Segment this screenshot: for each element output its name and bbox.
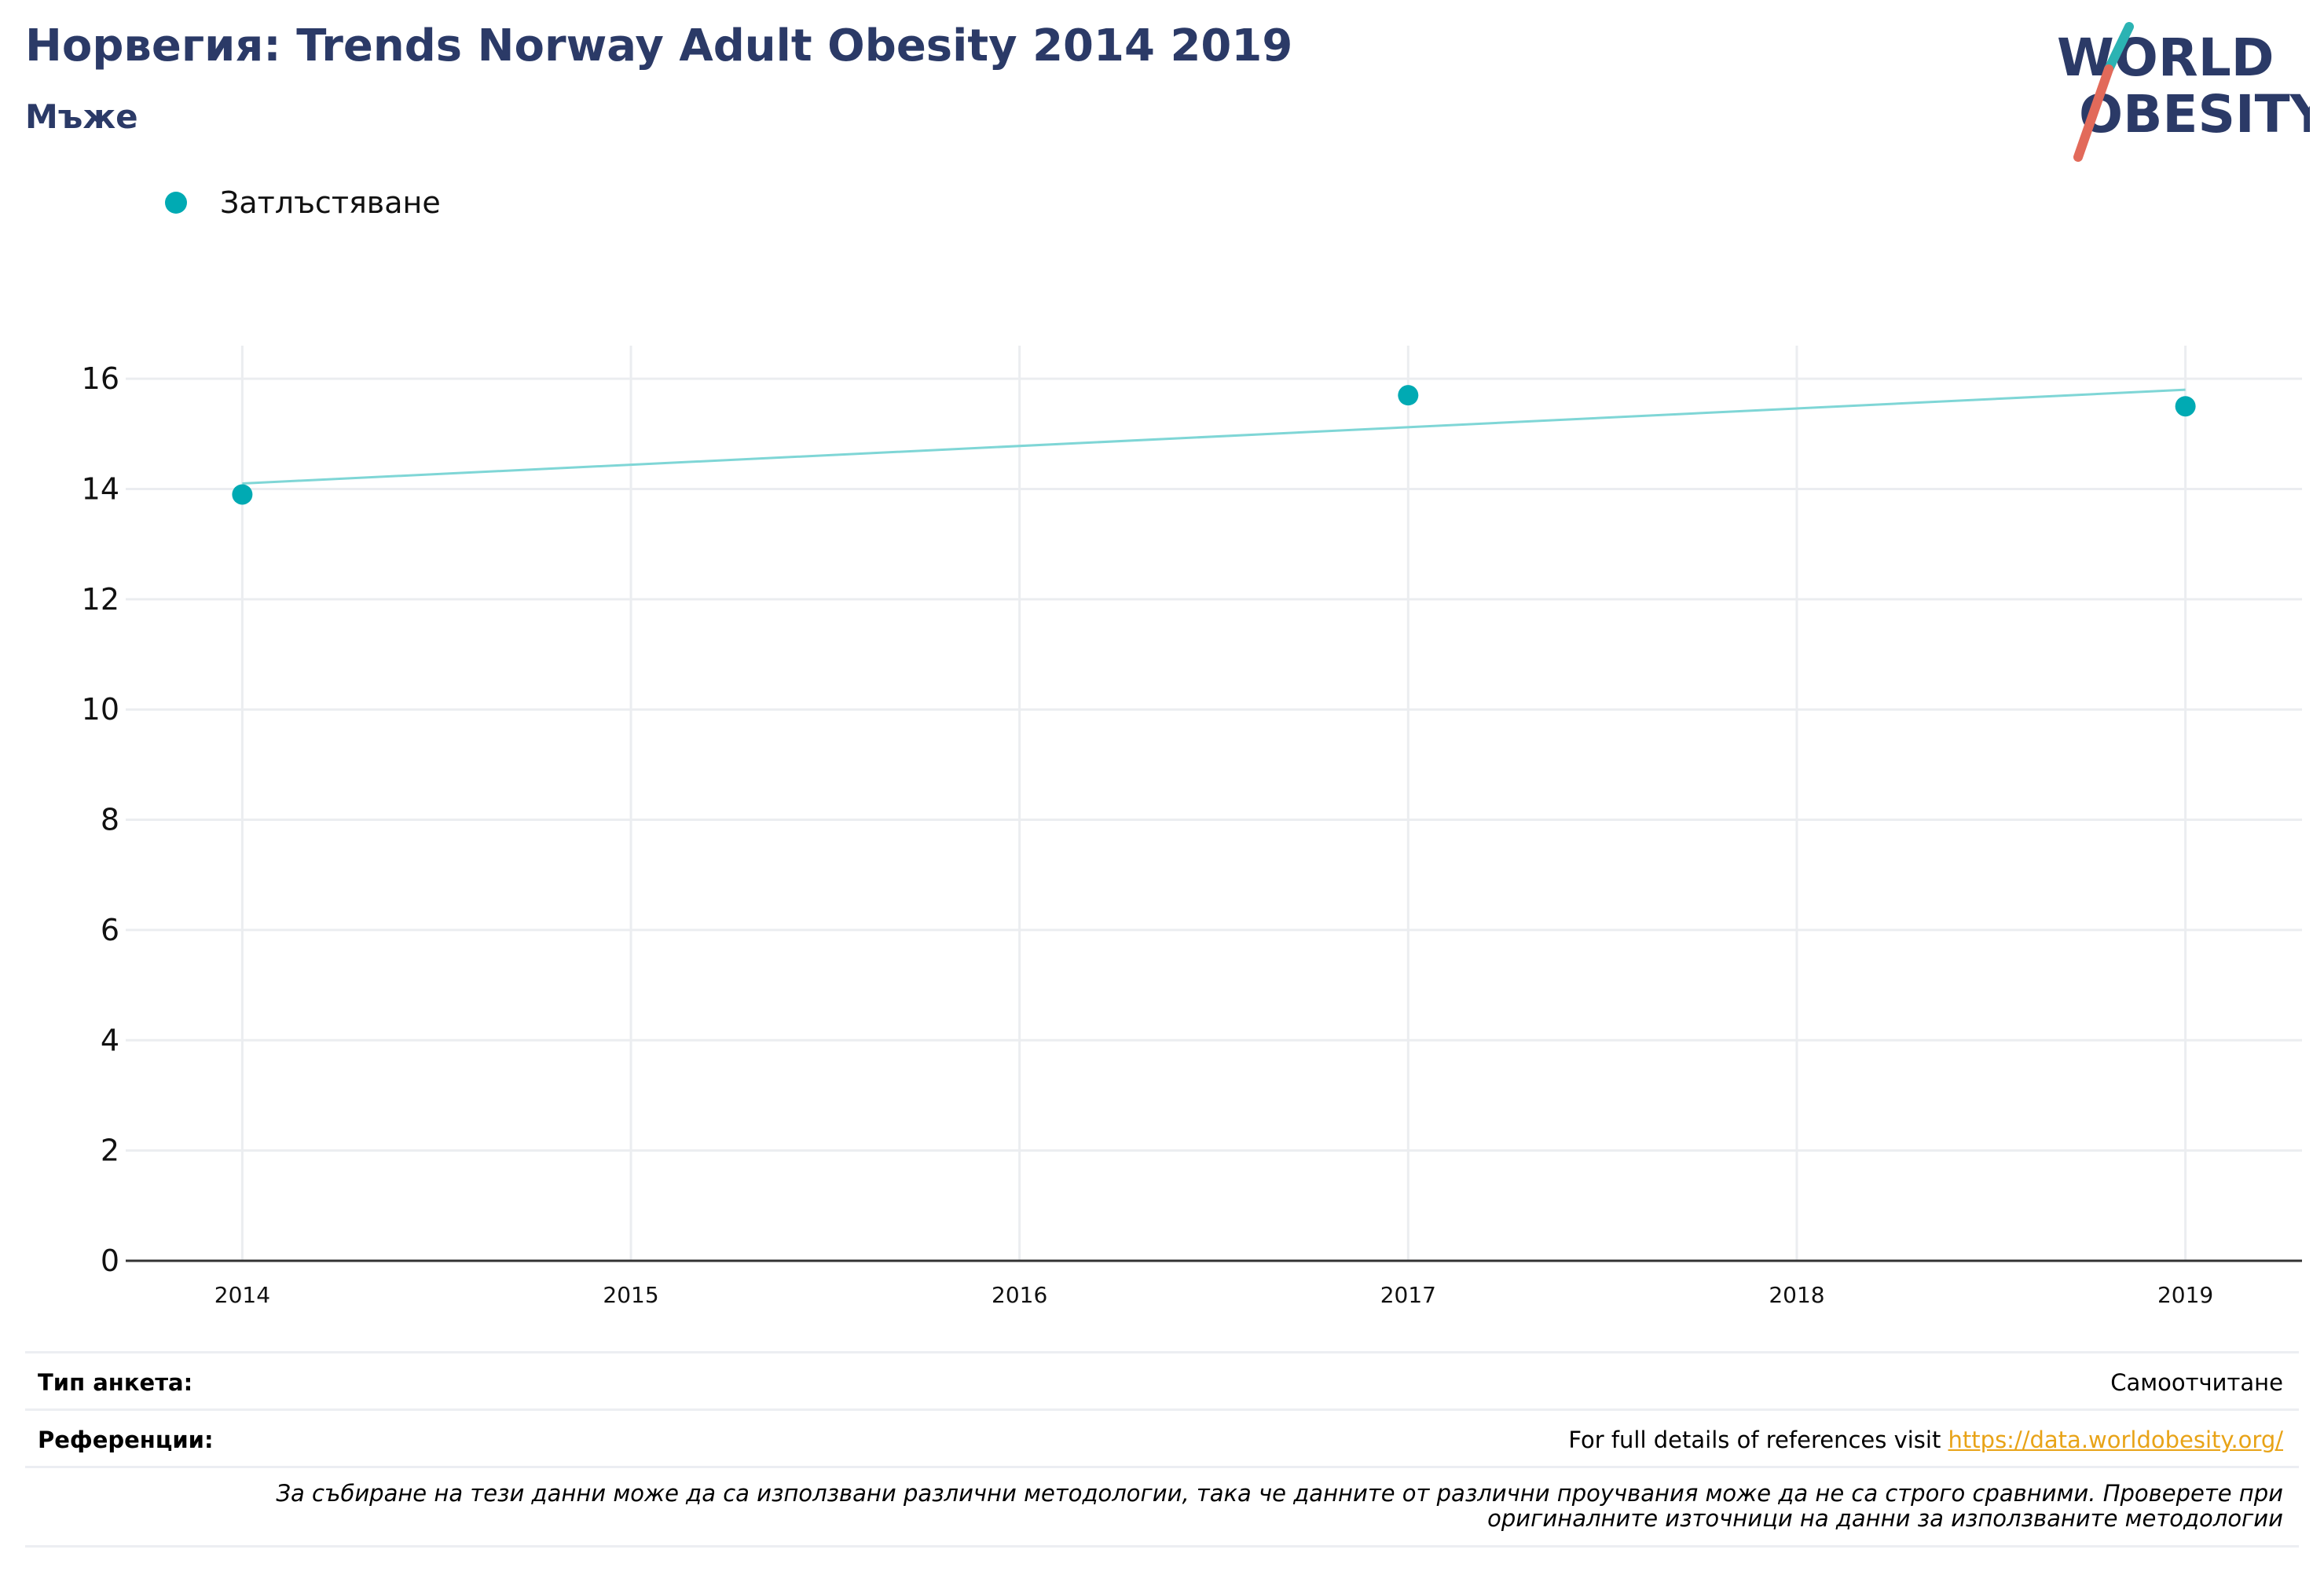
horizontal-gridlines	[126, 377, 2302, 1152]
data-point	[232, 484, 253, 505]
references-row: Референции: For full details of referenc…	[25, 1408, 2299, 1466]
y-axis-tick-labels: 0 2 4 6 8 10 12 14 16	[82, 361, 119, 1278]
methodology-note-line2: оригиналните източници на данни за изпол…	[1487, 1505, 2283, 1532]
page-subtitle: Мъже	[25, 97, 138, 136]
scatter-chart: 0 2 4 6 8 10 12 14 16 2014 2015 2016 2017 2018 2019	[82, 346, 2302, 1304]
world-obesity-logo: WORLD OBESITY	[2057, 22, 2310, 162]
y-tick-label: 6	[101, 913, 119, 947]
y-tick-label: 10	[82, 692, 119, 727]
x-axis-tick-labels: 2014 2015 2016 2017 2018 2019	[214, 1282, 2213, 1304]
y-tick-label: 16	[82, 361, 119, 396]
survey-type-row: Тип анкета: Самоотчитане	[25, 1351, 2299, 1408]
trend-line	[242, 388, 2186, 485]
svg-text:OBESITY: OBESITY	[2079, 84, 2310, 145]
chart-footer: Тип анкета: Самоотчитане Референции: For…	[25, 1351, 2299, 1548]
x-tick-label: 2014	[214, 1282, 270, 1304]
x-tick-label: 2018	[1769, 1282, 1824, 1304]
references-label: Референции:	[38, 1427, 214, 1453]
methodology-note: За събиране на тези данни може да са изп…	[240, 1481, 2283, 1531]
y-tick-label: 12	[82, 582, 119, 617]
data-points	[232, 385, 2196, 505]
x-tick-label: 2017	[1380, 1282, 1436, 1304]
x-tick-label: 2019	[2157, 1282, 2213, 1304]
data-point	[1398, 385, 1419, 406]
svg-text:WORLD: WORLD	[2057, 27, 2275, 88]
x-tick-label: 2015	[603, 1282, 658, 1304]
y-tick-label: 14	[82, 471, 119, 506]
references-text: For full details of references visit	[1568, 1427, 1948, 1453]
methodology-note-line1: За събиране на тези данни може да са изп…	[276, 1480, 2283, 1507]
references-value: For full details of references visit htt…	[1568, 1427, 2283, 1453]
survey-type-label: Тип анкета:	[38, 1369, 193, 1396]
y-tick-label: 2	[101, 1134, 119, 1168]
y-tick-label: 4	[101, 1023, 119, 1057]
methodology-note-row: За събиране на тези данни може да са изп…	[25, 1466, 2299, 1548]
y-tick-label: 8	[101, 803, 119, 837]
page-title: Норвегия: Trends Norway Adult Obesity 20…	[25, 20, 1293, 71]
legend-label: Затлъстяване	[220, 185, 441, 220]
data-point	[2175, 396, 2196, 417]
references-link[interactable]: https://data.worldobesity.org/	[1948, 1427, 2283, 1453]
x-tick-label: 2016	[992, 1282, 1047, 1304]
legend-marker	[165, 192, 187, 214]
chart-legend: Затлъстяване	[165, 184, 441, 222]
survey-type-value: Самоотчитане	[2110, 1369, 2283, 1396]
y-tick-label: 0	[101, 1244, 119, 1278]
vertical-gridlines	[240, 346, 2187, 1261]
